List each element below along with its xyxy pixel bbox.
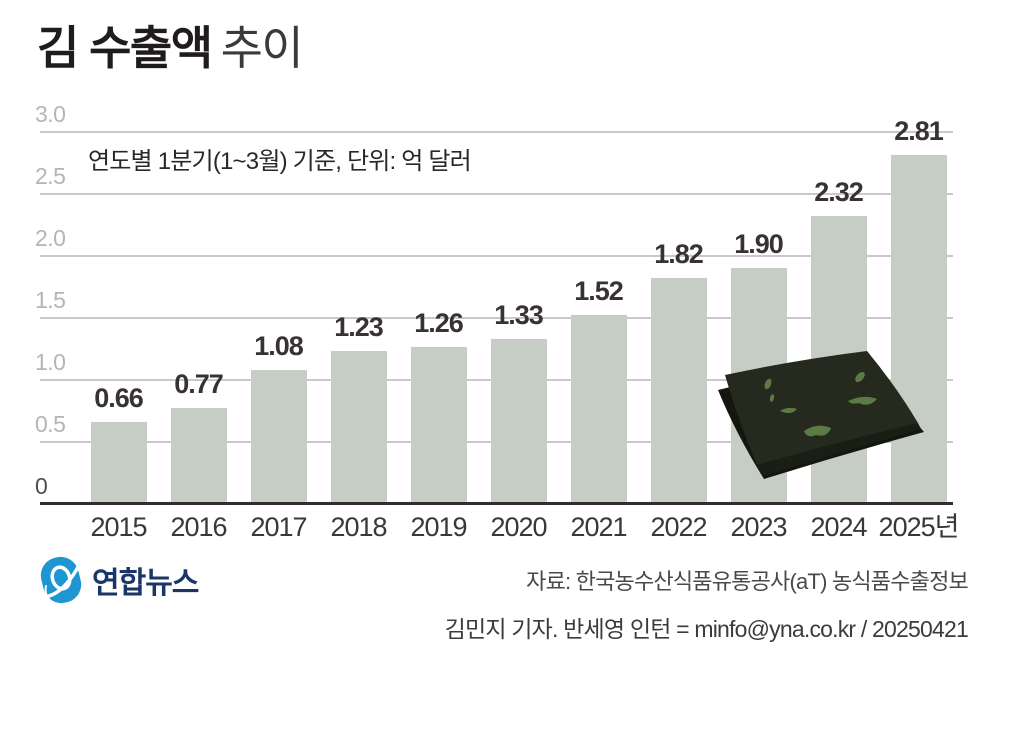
bar	[890, 155, 947, 504]
bar-value-label: 1.90	[734, 228, 784, 259]
y-axis-tick: 2.0	[35, 224, 66, 251]
yonhap-logo-text: 연합뉴스	[92, 567, 199, 600]
y-axis-tick: 0	[35, 472, 48, 499]
x-axis-label: 2018	[330, 512, 387, 542]
x-axis-label: 2017	[250, 512, 307, 542]
chart-subtitle: 연도별 1분기(1~3월) 기준, 단위: 억 달러	[88, 148, 472, 175]
bar-value-label: 1.33	[494, 299, 544, 330]
gridline	[40, 316, 953, 319]
bar-value-label: 0.77	[174, 369, 224, 400]
bar	[570, 315, 627, 504]
x-axis-line	[40, 502, 953, 505]
title-sub: 추이	[220, 22, 304, 74]
bar-value-label: 1.82	[654, 238, 704, 269]
bar	[650, 277, 707, 504]
gridline	[40, 130, 953, 133]
x-axis-label: 2024	[810, 512, 867, 542]
bar-value-label: 0.66	[94, 382, 144, 413]
bar	[250, 369, 307, 504]
x-axis-label: 2022	[650, 512, 707, 542]
bar	[490, 338, 547, 504]
y-axis-tick: 1.5	[35, 286, 66, 313]
bar	[90, 421, 147, 504]
y-axis-tick: 1.0	[35, 348, 66, 375]
bar-value-label: 1.08	[254, 330, 304, 361]
bar-value-label: 1.23	[334, 311, 384, 342]
seaweed-flecks	[764, 371, 877, 437]
page-title: 김 수출액 추이	[37, 20, 304, 76]
bar-value-label: 1.26	[414, 308, 464, 339]
yonhap-logo: 연합뉴스	[36, 554, 199, 606]
credit-text: 김민지 기자. 반세영 인턴 = minfo@yna.co.kr / 20250…	[444, 616, 969, 642]
bar-value-label: 2.81	[894, 116, 944, 147]
bar	[330, 350, 387, 504]
x-axis-label: 2021	[570, 512, 627, 542]
x-axis-label: 2023	[730, 512, 787, 542]
x-axis-label: 2016	[170, 512, 227, 542]
y-axis-tick: 2.5	[35, 162, 66, 189]
bar	[170, 408, 227, 504]
bar-value-label: 1.52	[574, 276, 624, 307]
source-text: 자료: 한국농수산식품유통공사(aT) 농식품수출정보	[526, 569, 969, 594]
gridline	[40, 192, 953, 195]
title-main: 김 수출액	[37, 22, 213, 74]
x-axis-label: 2019	[410, 512, 467, 542]
bar	[410, 347, 467, 504]
y-axis-tick: 0.5	[35, 410, 66, 437]
seaweed-illustration	[718, 351, 924, 479]
gridline	[40, 254, 953, 257]
bar-value-label: 2.32	[814, 176, 864, 207]
x-axis-label: 2025년	[878, 512, 960, 542]
x-axis-label: 2015	[90, 512, 147, 542]
x-axis-label: 2020	[490, 512, 547, 542]
y-axis-tick: 3.0	[35, 100, 66, 127]
yonhap-logo-icon	[40, 556, 82, 604]
